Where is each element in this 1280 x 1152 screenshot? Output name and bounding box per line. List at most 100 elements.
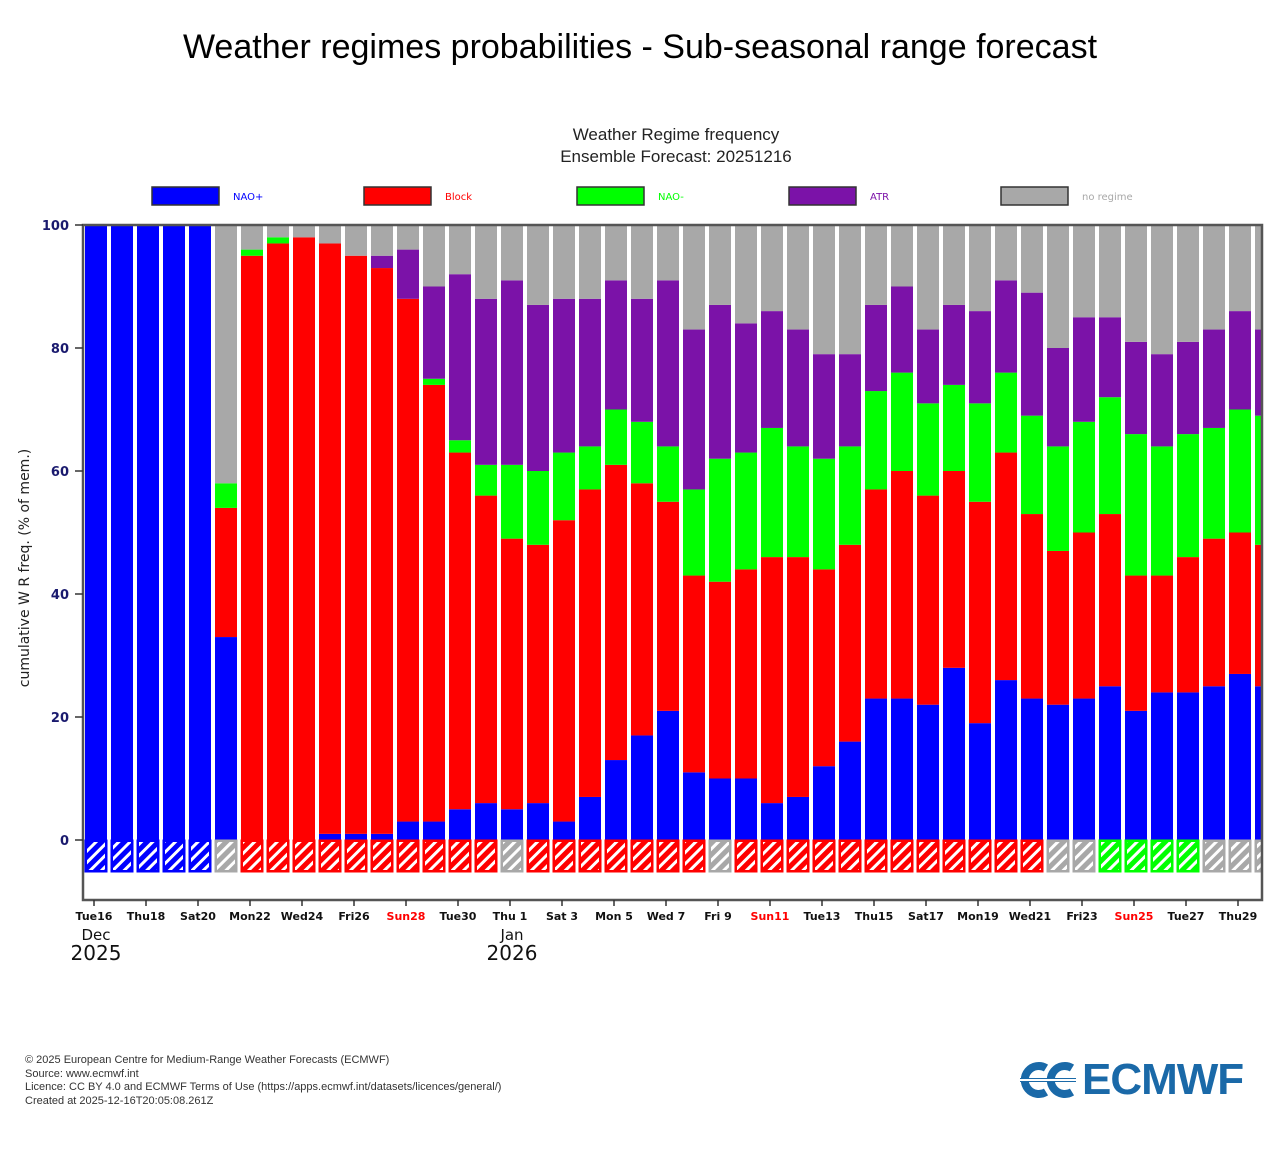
bar-segment-nao- (683, 772, 705, 840)
bar-stack (787, 225, 809, 840)
bar-segment-block (761, 557, 783, 804)
bar-segment-block (1229, 532, 1251, 674)
dominant-regime-box (422, 839, 446, 873)
bar-stack (969, 225, 991, 840)
bar-segment-nao- (527, 471, 549, 545)
source-text: Source: www.ecmwf.int (25, 1067, 139, 1080)
bar-stack (241, 225, 263, 840)
bar-segment-block (735, 569, 757, 779)
x-tick-label: Thu18 (127, 910, 165, 923)
bar-segment-nao- (1073, 698, 1095, 840)
bar-segment-block (475, 495, 497, 804)
bar-segment-no-regime (865, 225, 887, 305)
bar-segment-block (1047, 550, 1069, 705)
licence-text: Licence: CC BY 4.0 and ECMWF Terms of Us… (25, 1081, 502, 1093)
bar-segment-no-regime (527, 225, 549, 305)
legend-swatch (576, 186, 645, 206)
bar-segment-no-regime (709, 225, 731, 305)
bar-stack (1047, 225, 1069, 840)
bar-segment-nao- (449, 440, 471, 453)
dominant-regime-box (318, 839, 342, 873)
bar-segment-nao- (319, 833, 341, 840)
bar-segment-nao- (1177, 434, 1199, 558)
bar-segment-atr (787, 329, 809, 447)
bar-segment-nao- (605, 760, 627, 840)
bar-segment-nao- (501, 464, 523, 539)
bar-segment-nao- (1255, 415, 1262, 545)
bar-segment-nao- (1125, 434, 1147, 576)
bar-segment-nao- (1151, 446, 1173, 576)
dominant-regime-box (630, 839, 654, 873)
legend-swatch (1000, 186, 1069, 206)
bar-segment-block (293, 237, 315, 841)
dominant-regime-box (344, 839, 368, 873)
y-tick-label: 60 (51, 465, 69, 480)
bar-segment-nao- (969, 723, 991, 840)
bar-segment-atr (1099, 317, 1121, 398)
bar-segment-no-regime (579, 225, 601, 299)
bar-segment-no-regime (241, 225, 263, 250)
bar-stack (553, 225, 575, 840)
legend-label: ATR (870, 192, 889, 203)
axes: 0 20 40 60 80 100 Tue16 Thu18 Sat20 Mon22 Wed24 Fri… (42, 219, 1264, 965)
bar-segment-nao- (735, 452, 757, 570)
bar-segment-nao- (865, 391, 887, 490)
bar-stack (85, 225, 107, 840)
bar-segment-block (1151, 575, 1173, 693)
bar-segment-block (605, 464, 627, 761)
bar-segment-nao- (1021, 415, 1043, 515)
legend-item-block: Block (363, 186, 472, 206)
bar-segment-no-regime (761, 225, 783, 312)
bar-stack (475, 225, 497, 840)
bar-segment-no-regime (891, 225, 913, 287)
bar-segment-atr (501, 280, 523, 465)
dominant-regime-box (1150, 839, 1174, 873)
bar-segment-no-regime (787, 225, 809, 330)
dominant-regime-box (656, 839, 680, 873)
bar-segment-block (345, 255, 367, 834)
bar-segment-nao- (241, 249, 263, 256)
bar-stack (865, 225, 887, 840)
dominant-regime-box (786, 839, 810, 873)
bar-segment-nao- (163, 225, 185, 840)
bar-segment-block (371, 268, 393, 834)
bar-segment-atr (943, 304, 965, 385)
bar-stack (371, 225, 393, 840)
dominant-regime-box (448, 839, 472, 873)
weather-regime-chart: Weather Regime frequency Ensemble Foreca… (17, 125, 1264, 965)
dominant-regime-box (916, 839, 940, 873)
bar-segment-block (683, 575, 705, 773)
bar-segment-nao- (891, 372, 913, 471)
bar-segment-no-regime (475, 225, 497, 299)
bar-stack (111, 225, 133, 840)
bar-segment-atr (371, 255, 393, 269)
bar-segment-block (579, 489, 601, 797)
y-tick-label: 100 (42, 219, 69, 234)
bar-segment-block (943, 471, 965, 668)
bar-segment-no-regime (1229, 225, 1251, 312)
bar-stack (683, 225, 705, 840)
bar-segment-atr (449, 274, 471, 441)
bar-segment-atr (813, 354, 835, 459)
bar-segment-nao- (85, 225, 107, 840)
bar-segment-nao- (1047, 446, 1069, 551)
bar-segment-nao- (839, 446, 861, 545)
bar-segment-atr (475, 298, 497, 465)
bar-segment-nao- (1177, 692, 1199, 840)
bar-segment-nao- (371, 833, 393, 840)
dominant-regime-box (370, 839, 394, 873)
x-year-label: 2025 (71, 941, 122, 965)
bar-segment-nao- (1099, 686, 1121, 840)
bar-segment-atr (865, 304, 887, 392)
ecmwf-logo: ECMWF (1018, 1058, 1244, 1102)
dominant-regime-box (968, 839, 992, 873)
bar-segment-nao- (189, 225, 211, 840)
bar-segment-atr (683, 329, 705, 490)
dominant-regime-box (84, 839, 108, 873)
dominant-regime-box (396, 839, 420, 873)
bar-segment-nao- (709, 458, 731, 582)
bar-segment-no-regime (1073, 225, 1095, 318)
dominant-regime-box (1046, 839, 1070, 873)
dominant-regime-box (162, 839, 186, 873)
bar-segment-nao- (761, 427, 783, 558)
